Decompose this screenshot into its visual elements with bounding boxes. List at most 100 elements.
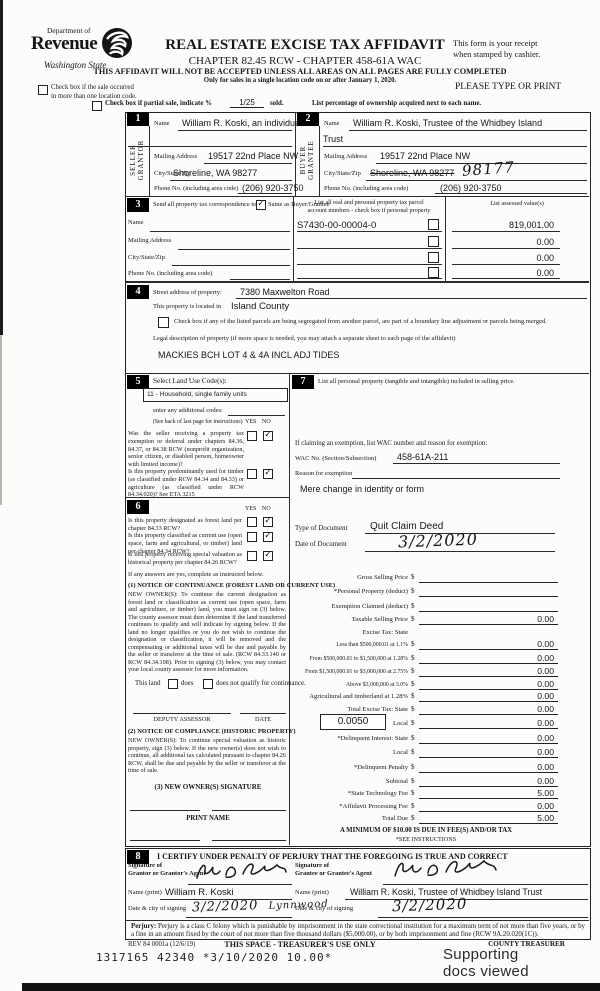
grantee-date-label: Date & city of signing [295, 905, 354, 912]
land-use-code-select[interactable]: 11 - Household, single family units [143, 388, 288, 402]
sec5-q1-no-checkbox[interactable]: ✓ [263, 430, 273, 441]
money-row-tier4[interactable]: Above $3,000,000 at 3.0% $0.00 [292, 679, 558, 691]
multi-location-checkbox[interactable] [38, 85, 48, 95]
section-5-tab: 5 [127, 375, 149, 389]
section-3-tab: 3 [127, 198, 149, 212]
notice2-body: NEW OWNER(S): To continue special valuat… [128, 737, 286, 775]
revenue-swirl-logo-icon [100, 26, 134, 65]
money-row-agricultural[interactable]: Agricultural and timberland at 1.28% $0.0… [292, 691, 558, 703]
street-address-label: Street address of property: [153, 289, 222, 296]
exemption-reason-field[interactable]: Mere change in identity or form [300, 484, 425, 494]
buyer-phone-field[interactable]: (206) 920-3750 [440, 183, 502, 193]
parcel-3-personal-checkbox[interactable] [428, 252, 439, 263]
grantor-sig-label-1: Signature of [128, 862, 163, 869]
segregated-checkbox[interactable] [158, 317, 169, 328]
money-row-total-state[interactable]: Total Excise Tax: State $0.00 [292, 704, 558, 716]
print-name-label: PRINT NAME [186, 815, 230, 822]
deputy-date-line[interactable] [240, 713, 286, 714]
receipt-note-line1: This form is your receipt [453, 38, 538, 48]
seller-phone-field[interactable]: (206) 920-3750 [242, 183, 304, 193]
parcel-1-personal-checkbox[interactable] [428, 219, 439, 230]
section-1-tab: 1 [127, 112, 149, 126]
buyer-city-field[interactable]: Shoreline, WA 98277 [370, 168, 455, 178]
sec5-q1-yes-checkbox[interactable] [247, 431, 257, 441]
money-row-tier2[interactable]: From $500,000.01 to $1,500,000 at 1.28% $… [292, 653, 558, 665]
scan-edge-left-faint [0, 335, 2, 505]
money-row-gross[interactable]: Gross Selling Price $ [292, 572, 558, 584]
sec3-divider-right [445, 196, 446, 281]
sec5-q2-no-checkbox[interactable]: ✓ [263, 468, 273, 479]
partial-sale-checkbox[interactable] [92, 101, 102, 111]
document-date-label: Date of Document [295, 540, 347, 548]
money-row-exemption-claimed[interactable]: Exemption Claimed (deduct) $ [292, 601, 558, 613]
sec6-q2-yes-checkbox[interactable] [247, 532, 257, 542]
seller-strip-border [149, 126, 150, 196]
money-row-delinquent-interest-state[interactable]: *Delinquent Interest: State $0.00 [292, 733, 558, 745]
money-row-subtotal[interactable]: Subtotal $0.00 [292, 776, 558, 788]
divider-sec5-sec6 [125, 497, 289, 498]
section-8-tab: 8 [127, 850, 149, 864]
money-row-tier1[interactable]: Less than $500,000.01 at 1.1% $0.00 [292, 639, 558, 651]
assessed-value-4: 0.00 [536, 268, 554, 278]
money-row-personal-property[interactable]: *Personal Property (deduct) $ [292, 586, 558, 598]
sec5-question-1: Was the seller receiving a property tax … [128, 430, 244, 469]
grantee-date-field[interactable]: 3/2/2020 [391, 894, 468, 916]
grantor-name-field[interactable]: William R. Koski [165, 887, 234, 898]
seller-side-label: SELLER GRANTOR [129, 139, 145, 181]
sec5-q2-yes-checkbox[interactable] [247, 469, 257, 479]
money-row-technology-fee[interactable]: *State Technology Fee $5.00 [292, 788, 558, 800]
new-owner-signature-line-1[interactable] [130, 810, 200, 811]
land-does-checkbox[interactable] [168, 679, 178, 689]
same-as-buyer-label: Same as Buyer/Grantee [268, 201, 330, 208]
seller-mailing-field[interactable]: 19517 22nd Place NW [208, 151, 299, 161]
dept-of-label: Department of [47, 26, 91, 35]
grantor-signature-image[interactable] [193, 858, 289, 889]
seller-name-field[interactable]: William R. Koski, an individual [182, 118, 303, 128]
money-row-taxable[interactable]: Taxable Selling Price $0.00 [292, 614, 558, 626]
new-owner-signature-line-3[interactable] [130, 840, 200, 841]
money-row-delinquent-interest-local[interactable]: Local $0.00 [292, 747, 558, 759]
sec6-question-1: Is this property designated as forest la… [128, 517, 242, 532]
buyer-name-field[interactable]: William R. Koski, Trustee of the Whidbey… [353, 118, 543, 128]
document-date-field[interactable]: 3/2/2020 [397, 529, 479, 552]
money-row-local[interactable]: Local $0.00 [292, 718, 558, 730]
street-address-field[interactable]: 7380 Maxwelton Road [240, 287, 330, 297]
land-does-not-checkbox[interactable] [203, 679, 213, 689]
money-row-tier3[interactable]: From $1,500,000.01 to $3,000,000 at 2.75… [292, 666, 558, 678]
new-owner-signature-line-2[interactable] [212, 810, 286, 811]
parcel-4-personal-checkbox[interactable] [428, 267, 439, 278]
sec6-q2-no-checkbox[interactable]: ✓ [263, 531, 273, 542]
sec6-q1-no-checkbox[interactable]: ✓ [263, 516, 273, 527]
local-rate-box[interactable]: 0.0050 [320, 714, 386, 730]
property-county-field[interactable]: Island County [231, 301, 290, 312]
buyer-name-field-line2: Trust [323, 134, 344, 144]
washington-state-label: Washington State [44, 60, 107, 70]
money-row-total-due[interactable]: Total Due $5.00 [292, 813, 558, 825]
land-qualify-prefix: This land [135, 680, 161, 687]
parcel-number-field[interactable]: S7430-00-00004-0 [297, 220, 377, 231]
perjury-statement: Perjury: Perjury is a class C felony whi… [131, 923, 585, 939]
grantee-name-field[interactable]: William R. Koski, Trustee of Whidbey Isl… [350, 887, 543, 897]
grantee-sig-label-1: Signature of [295, 862, 330, 869]
money-row-delinquent-penalty[interactable]: *Delinquent Penalty $0.00 [292, 762, 558, 774]
money-row-affidavit-fee[interactable]: *Affidavit Processing Fee $0.00 [292, 801, 558, 813]
parcel-header: List all real and personal property tax … [307, 199, 431, 214]
buyer-mailing-field[interactable]: 19517 22nd Place NW [380, 151, 471, 161]
sec6-q1-yes-checkbox[interactable] [247, 517, 257, 527]
grantee-signature-image[interactable] [390, 855, 500, 888]
deputy-assessor-signature-line[interactable] [133, 713, 231, 714]
partial-sale-percent-field[interactable]: 1/25 [230, 98, 264, 108]
assessed-header: List assessed value(s) [490, 200, 544, 207]
sec6-q3-no-checkbox[interactable]: ✓ [263, 550, 273, 561]
partial-sale-suffix: sold. [270, 100, 284, 107]
wac-number-field[interactable]: 458-61A-211 [397, 452, 449, 462]
same-as-buyer-checkbox[interactable]: ✓ [256, 199, 266, 210]
additional-codes-label: enter any additional codes: [153, 407, 223, 414]
sec6-q3-yes-checkbox[interactable] [247, 551, 257, 561]
sec3-phone-label: Phone No. (including area code) [128, 270, 213, 277]
new-owner-signature-line-4[interactable] [212, 840, 286, 841]
legal-description-field[interactable]: MACKIES BCH LOT 4 & 4A INCL ADJ TIDES [158, 350, 340, 360]
parcel-2-personal-checkbox[interactable] [428, 236, 439, 247]
document-type-field[interactable]: Quit Claim Deed [370, 521, 444, 532]
seller-city-field[interactable]: Shoreline, WA 98277 [173, 168, 258, 178]
